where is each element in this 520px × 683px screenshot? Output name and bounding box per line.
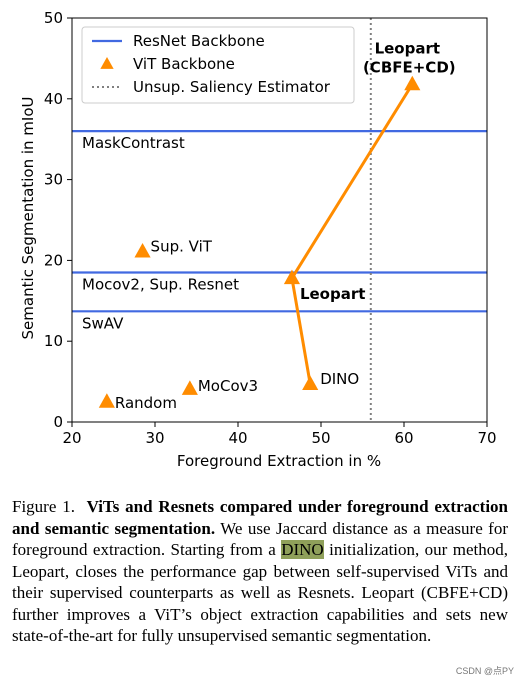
point-label-0: Random — [115, 394, 177, 412]
point-label-1: Sup. ViT — [151, 238, 213, 256]
legend: ResNet Backbone ViT Backbone Unsup. Salien… — [81, 26, 355, 104]
point-3 — [302, 375, 319, 390]
y-tick-label-3: 30 — [44, 171, 63, 189]
point-1 — [134, 243, 151, 258]
point-label-5-line2: (CBFE+CD) — [363, 58, 456, 76]
watermark: CSDN @点PY — [455, 666, 514, 676]
point-4 — [283, 269, 301, 285]
point-label-2: MoCov3 — [198, 377, 258, 395]
point-5 — [404, 75, 421, 91]
x-tick-label-2: 40 — [228, 429, 247, 447]
caption-highlight: DINO — [281, 540, 324, 559]
legend-label-1: ViT Backbone — [133, 55, 235, 73]
y-tick-label-2: 20 — [44, 251, 63, 269]
y-tick-label-1: 10 — [44, 332, 63, 350]
hline-label-0: MaskContrast — [82, 134, 185, 152]
x-tick-label-5: 70 — [477, 429, 496, 447]
point-label-4: Leopart — [300, 285, 365, 303]
y-tick-label-5: 50 — [44, 9, 63, 27]
caption-prefix: Figure 1. — [12, 497, 75, 516]
x-tick-label-3: 50 — [311, 429, 330, 447]
x-tick-label-1: 30 — [145, 429, 164, 447]
chart: MaskContrast Mocov2, Sup. Resnet SwAV Rand… — [19, 9, 497, 470]
caption-bold: ViTs and Resnets compared under foregrou… — [12, 497, 509, 538]
point-label-5: Leopart — [375, 39, 440, 57]
hline-label-2: SwAV — [82, 314, 124, 332]
y-tick-label-0: 0 — [53, 413, 63, 431]
legend-box — [81, 26, 355, 104]
caption-text-2: initialization, our method, Leopart, clo… — [12, 540, 508, 645]
point-0 — [98, 393, 115, 408]
plot-frame — [71, 17, 488, 423]
point-2 — [181, 380, 198, 395]
legend-label-2: Unsup. Saliency Estimator — [133, 78, 331, 96]
hline-label-1: Mocov2, Sup. Resnet — [82, 276, 239, 294]
legend-label-0: ResNet Backbone — [133, 32, 265, 50]
x-tick-label-4: 60 — [394, 429, 413, 447]
x-tick-label-0: 20 — [62, 429, 81, 447]
reference-lines: MaskContrast Mocov2, Sup. Resnet SwAV — [72, 130, 487, 332]
axes: 20 30 40 50 60 70 0 10 20 30 40 50 — [44, 9, 497, 447]
caption-text-1: We use Jaccard distance as a measure for… — [12, 518, 508, 560]
y-tick-label-4: 40 — [44, 90, 63, 108]
figure-caption: Figure 1. ViTs and Resnets compared unde… — [12, 496, 508, 647]
x-axis-label: Foreground Extraction in % — [177, 452, 381, 470]
point-label-3: DINO — [320, 370, 359, 388]
legend-swatch-1 — [100, 57, 114, 69]
y-axis-label: Semantic Segmentation in mIoU — [19, 97, 37, 340]
